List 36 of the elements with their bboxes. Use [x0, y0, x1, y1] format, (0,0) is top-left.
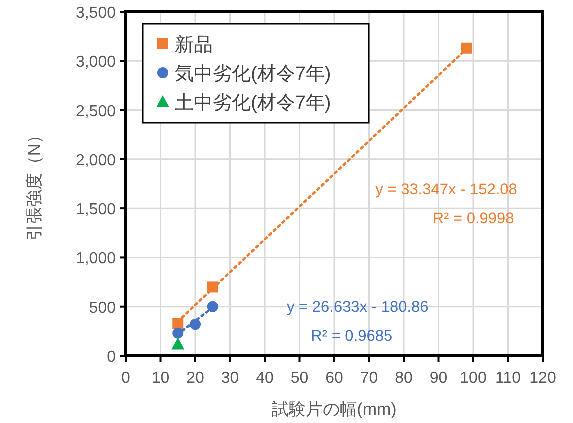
point [172, 328, 184, 339]
y-tick-label: 3,000 [76, 54, 116, 72]
point [461, 42, 472, 54]
x-tick-label: 120 [530, 370, 556, 387]
x-tick-label: 20 [186, 370, 204, 387]
x-tick-label: 0 [122, 370, 131, 387]
annotation: y = 26.633x - 180.86 [286, 298, 429, 316]
x-tick-label: 60 [326, 370, 344, 387]
y-tick-label: 2,000 [76, 152, 116, 170]
y-tick-label: 3,500 [76, 5, 116, 22]
x-tick-label: 10 [152, 370, 170, 387]
y-tick-label: 1,000 [76, 250, 116, 268]
x-tick-label: 50 [290, 370, 309, 387]
x-tick-label: 80 [395, 370, 413, 387]
y-axis-title: 引張強度（N） [25, 126, 44, 242]
x-tick-label: 30 [221, 370, 240, 387]
y-tick-label: 1,500 [76, 202, 116, 219]
y-tick-label: 500 [89, 300, 116, 317]
y-tick-label: 0 [107, 349, 116, 366]
annotation: R² = 0.9998 [432, 210, 514, 228]
legend-label: 新品 [175, 34, 213, 56]
x-tick-label: 100 [460, 370, 487, 387]
legend-label: 土中劣化(材令7年) [175, 93, 332, 114]
legend-label: 気中劣化(材令7年) [175, 64, 332, 85]
annotation: R² = 0.9685 [311, 328, 393, 345]
x-tick-label: 90 [430, 370, 448, 387]
point [207, 282, 218, 293]
point [207, 301, 218, 312]
y-tick-label: 2,500 [76, 103, 116, 120]
annotation: y = 33.347x - 152.08 [376, 181, 518, 198]
x-axis-title: 試験片の幅(mm) [272, 400, 397, 419]
x-tick-label: 110 [495, 370, 522, 387]
x-tick-label: 70 [360, 370, 378, 387]
point [190, 319, 201, 330]
point [172, 318, 184, 330]
x-tick-label: 40 [256, 370, 274, 387]
